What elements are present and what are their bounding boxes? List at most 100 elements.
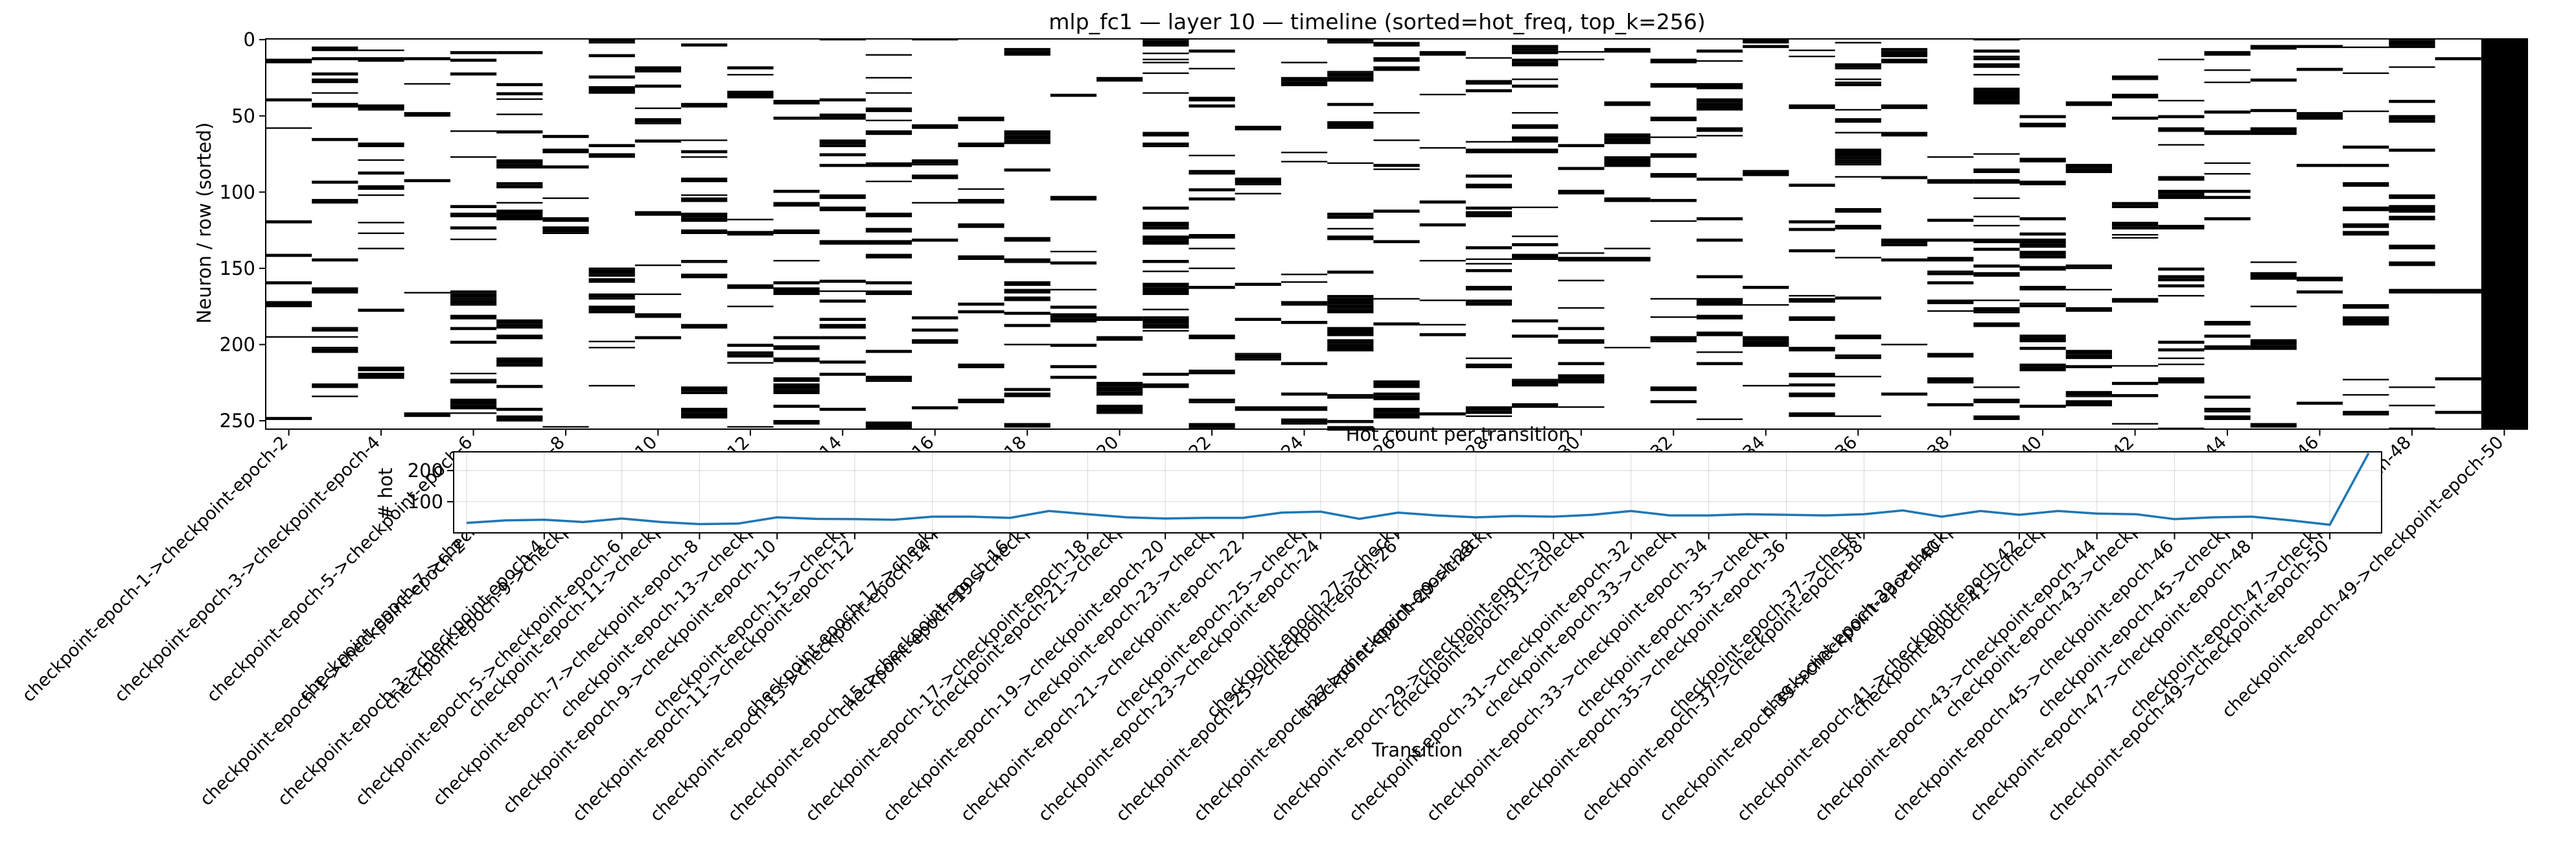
heatmap-hot-cell — [266, 58, 312, 64]
heatmap-hot-cell — [1143, 316, 1189, 318]
heatmap-hot-cell — [773, 383, 820, 388]
heatmap-hot-cell — [1281, 392, 1328, 396]
heatmap-hot-cell — [1927, 270, 1974, 272]
heatmap-hot-cell — [588, 144, 635, 147]
heatmap-hot-cell — [2158, 189, 2205, 194]
heatmap-hot-cell — [2065, 365, 2112, 368]
heatmap-hot-cell — [1789, 316, 1835, 322]
heatmap-hot-cell — [1696, 418, 1743, 420]
heatmap-hot-cell — [1465, 263, 1513, 265]
heatmap-hot-cell — [2250, 130, 2297, 132]
heatmap-hot-cell — [865, 54, 912, 56]
heatmap-hot-cell — [2435, 379, 2481, 381]
heatmap-hot-cell — [773, 336, 820, 340]
heatmap-hot-cell — [1465, 148, 1513, 154]
heatmap-hot-cell — [1604, 101, 1651, 106]
heatmap-column-30 — [1604, 48, 1651, 349]
heatmap-hot-cell — [1743, 285, 1789, 289]
heatmap-hot-cell — [1327, 72, 1374, 77]
heatmap-hot-cell — [1512, 78, 1559, 80]
heatmap-hot-cell — [865, 375, 912, 381]
heatmap-hot-cell — [1373, 395, 1420, 401]
heatmap-hot-cell — [2250, 423, 2297, 428]
heatmap-column-6 — [496, 51, 543, 422]
heatmap-hot-cell — [2389, 205, 2435, 209]
heatmap-hot-cell — [1512, 319, 1559, 323]
heatmap-hot-cell — [312, 57, 358, 59]
heatmap-hot-cell — [2389, 115, 2435, 120]
heatmap-hot-cell — [450, 379, 497, 381]
heatmap-hot-cell — [1512, 148, 1559, 154]
line-x-tick-label: checkpoint-epoch-31->checkpoint-epoch-32 — [1345, 536, 1634, 825]
heatmap-hot-cell — [542, 229, 589, 233]
heatmap-hot-cell — [681, 414, 728, 419]
heatmap-hot-cell — [1373, 43, 1420, 47]
heatmap-hot-cell — [681, 194, 728, 196]
heatmap-column-22 — [1235, 126, 1281, 411]
heatmap-hot-cell — [496, 363, 543, 367]
heatmap-hot-cell — [1465, 211, 1513, 215]
heatmap-hot-cell — [2065, 307, 2112, 312]
heatmap-hot-cell — [1512, 235, 1559, 237]
heatmap-column-3 — [358, 49, 404, 379]
heatmap-hot-cell — [1004, 130, 1050, 135]
heatmap-hot-cell — [1373, 168, 1420, 170]
heatmap-hot-cell — [358, 248, 404, 250]
heatmap-hot-cell — [588, 384, 635, 387]
heatmap-hot-cell — [727, 231, 774, 236]
heatmap-column-41 — [2111, 75, 2159, 425]
heatmap-column-12 — [773, 100, 820, 425]
heatmap-hot-cell — [2389, 40, 2435, 45]
heatmap-hot-cell — [1789, 347, 1835, 352]
heatmap-hot-cell — [1281, 81, 1328, 86]
heatmap-hot-cell — [2111, 93, 2159, 99]
heatmap-hot-cell — [312, 347, 358, 349]
heatmap-hot-cell — [1281, 274, 1328, 276]
heatmap-hot-cell — [1327, 421, 1374, 423]
heatmap-hot-cell — [2065, 354, 2112, 359]
heatmap-hot-cell — [312, 288, 358, 294]
heatmap-hot-cell — [1512, 136, 1559, 141]
heatmap-hot-cell — [358, 185, 404, 190]
heatmap-hot-cell — [1465, 89, 1513, 93]
heatmap-hot-cell — [312, 258, 358, 262]
heatmap-hot-cell — [1743, 39, 1789, 44]
heatmap-hot-cell — [1558, 327, 1605, 331]
heatmap-hot-cell — [588, 278, 635, 283]
heatmap-hot-cell — [2111, 78, 2159, 80]
heatmap-hot-cell — [819, 139, 866, 141]
heatmap-hot-cell — [450, 403, 497, 405]
heatmap-column-43 — [2204, 51, 2251, 420]
heatmap-hot-cell — [2250, 275, 2297, 280]
heatmap-hot-cell — [681, 156, 728, 158]
heatmap-hot-cell — [1097, 316, 1143, 322]
heatmap-column-19 — [1097, 76, 1143, 414]
heatmap-hot-cell — [1696, 217, 1743, 220]
heatmap-hot-cell — [2111, 423, 2159, 425]
heatmap-column-47 — [2389, 39, 2435, 429]
heatmap-hot-cell — [634, 118, 682, 123]
heatmap-hot-cell — [1835, 296, 1881, 300]
heatmap-hot-cell — [1281, 152, 1328, 154]
heatmap-hot-cell — [1927, 239, 1974, 242]
heatmap-hot-cell — [2389, 119, 2435, 123]
heatmap-hot-cell — [2296, 401, 2343, 405]
heatmap-hot-cell — [1835, 356, 1881, 359]
line-title: Hot count per transition — [1346, 423, 1571, 445]
heatmap-hot-cell — [1235, 406, 1281, 411]
heatmap-hot-cell — [1143, 290, 1189, 296]
heatmap-hot-cell — [2158, 58, 2205, 60]
heatmap-hot-cell — [1004, 388, 1050, 392]
heatmap-hot-cell — [634, 84, 682, 88]
heatmap-hot-cell — [1004, 48, 1050, 51]
heatmap-hot-cell — [588, 54, 635, 58]
heatmap-hot-cell — [634, 336, 682, 340]
heatmap-hot-cell — [1281, 76, 1328, 82]
heatmap-hot-cell — [1743, 340, 1789, 342]
heatmap-hot-cell — [1835, 208, 1881, 213]
heatmap-hot-cell — [1097, 391, 1143, 396]
heatmap-hot-cell — [727, 66, 774, 70]
heatmap-hot-cell — [1143, 92, 1189, 94]
heatmap-hot-cell — [1465, 183, 1513, 189]
heatmap-hot-cell — [681, 102, 728, 108]
